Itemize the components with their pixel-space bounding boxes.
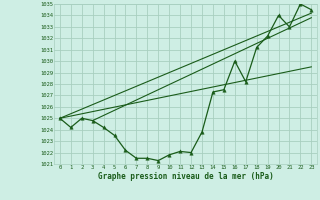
X-axis label: Graphe pression niveau de la mer (hPa): Graphe pression niveau de la mer (hPa): [98, 172, 274, 181]
